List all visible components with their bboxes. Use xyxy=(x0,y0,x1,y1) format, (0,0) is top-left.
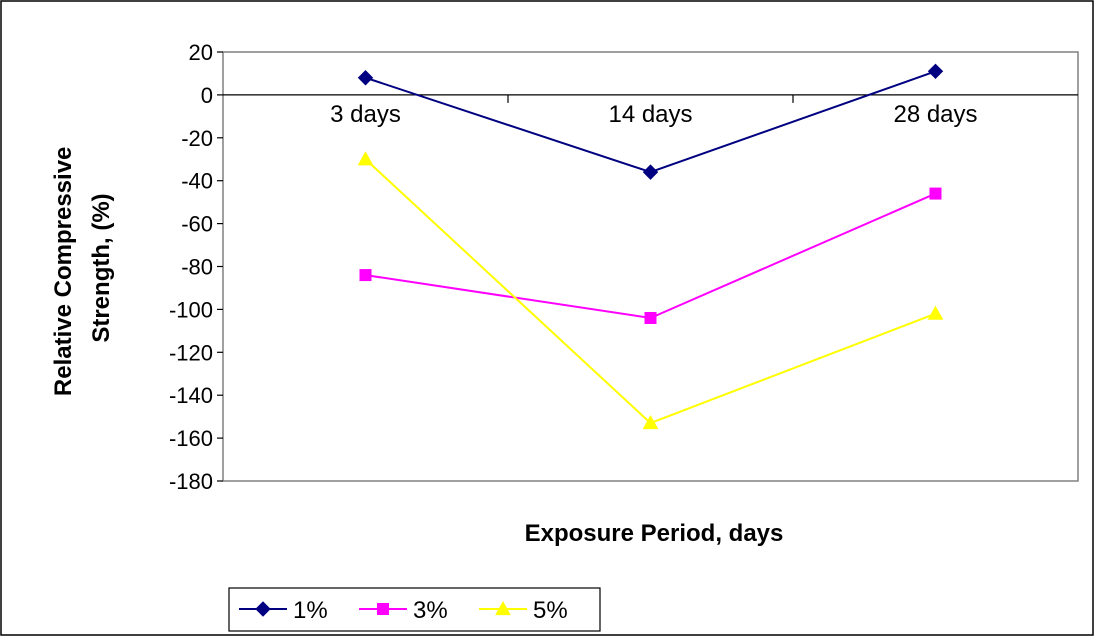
y-tick-label: -40 xyxy=(181,169,213,194)
y-axis-title-line-1: Relative Compressive xyxy=(50,147,77,396)
data-point-series-2 xyxy=(927,305,944,320)
legend-label: 5% xyxy=(533,597,568,624)
y-tick-label: -120 xyxy=(169,340,213,365)
y-tick-label: -100 xyxy=(169,297,213,322)
data-point-series-1 xyxy=(929,187,942,200)
y-tick-label: -20 xyxy=(181,126,213,151)
y-axis-ticks: 20 0 -20 -40 -60 -80 -100 -120 -140 -160 -180 xyxy=(169,40,223,494)
legend-label: 3% xyxy=(413,597,448,624)
legend-marker-0 xyxy=(255,601,271,617)
data-point-series-0 xyxy=(357,70,374,86)
y-tick-label: -180 xyxy=(169,469,213,494)
y-tick-label: -140 xyxy=(169,383,213,408)
data-point-series-2 xyxy=(357,151,374,166)
series-layer xyxy=(357,63,944,430)
category-label: 3 days xyxy=(330,101,401,128)
y-tick-label: 20 xyxy=(189,40,213,65)
data-point-series-0 xyxy=(927,63,944,80)
legend-label: 1% xyxy=(293,597,328,624)
data-point-series-1 xyxy=(644,311,657,324)
legend: 1% 3% 5% xyxy=(239,597,568,624)
y-axis-title: Relative Compressive Strength, (%) xyxy=(50,140,115,396)
data-point-series-0 xyxy=(642,164,659,180)
legend-marker-1 xyxy=(377,603,389,615)
data-point-series-1 xyxy=(359,269,372,282)
data-point-series-2 xyxy=(642,415,659,430)
x-axis-title: Exposure Period, days xyxy=(525,520,784,547)
y-tick-label: -60 xyxy=(181,212,213,237)
category-labels: 3 days 14 days 28 days xyxy=(330,101,977,128)
y-axis-title-line-2: Strength, (%) xyxy=(88,193,115,342)
plot-area xyxy=(222,51,1079,482)
category-axis xyxy=(223,94,1078,103)
y-tick-label: 0 xyxy=(201,83,213,108)
category-label: 14 days xyxy=(608,101,692,128)
legend-box xyxy=(228,587,601,632)
y-tick-label: -80 xyxy=(181,255,213,280)
y-tick-label: -160 xyxy=(169,426,213,451)
category-label: 28 days xyxy=(893,101,977,128)
legend-marker-2 xyxy=(495,600,511,616)
